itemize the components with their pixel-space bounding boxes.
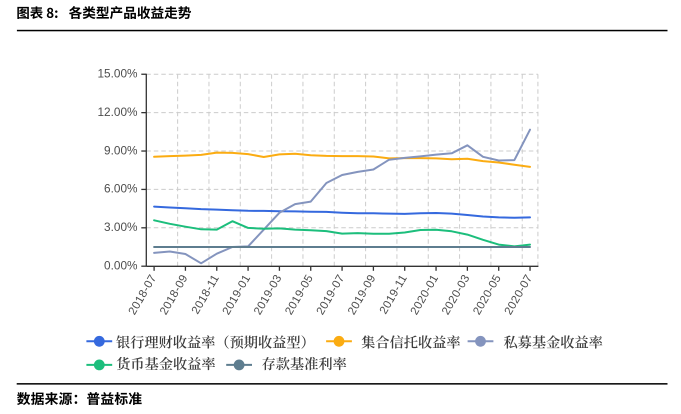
svg-text:0.00%: 0.00% [104,259,138,273]
svg-text:6.00%: 6.00% [104,182,138,196]
svg-text:12.00%: 12.00% [97,105,138,119]
svg-text:3.00%: 3.00% [104,220,138,234]
svg-text:15.00%: 15.00% [97,67,138,81]
svg-text:9.00%: 9.00% [104,143,138,157]
